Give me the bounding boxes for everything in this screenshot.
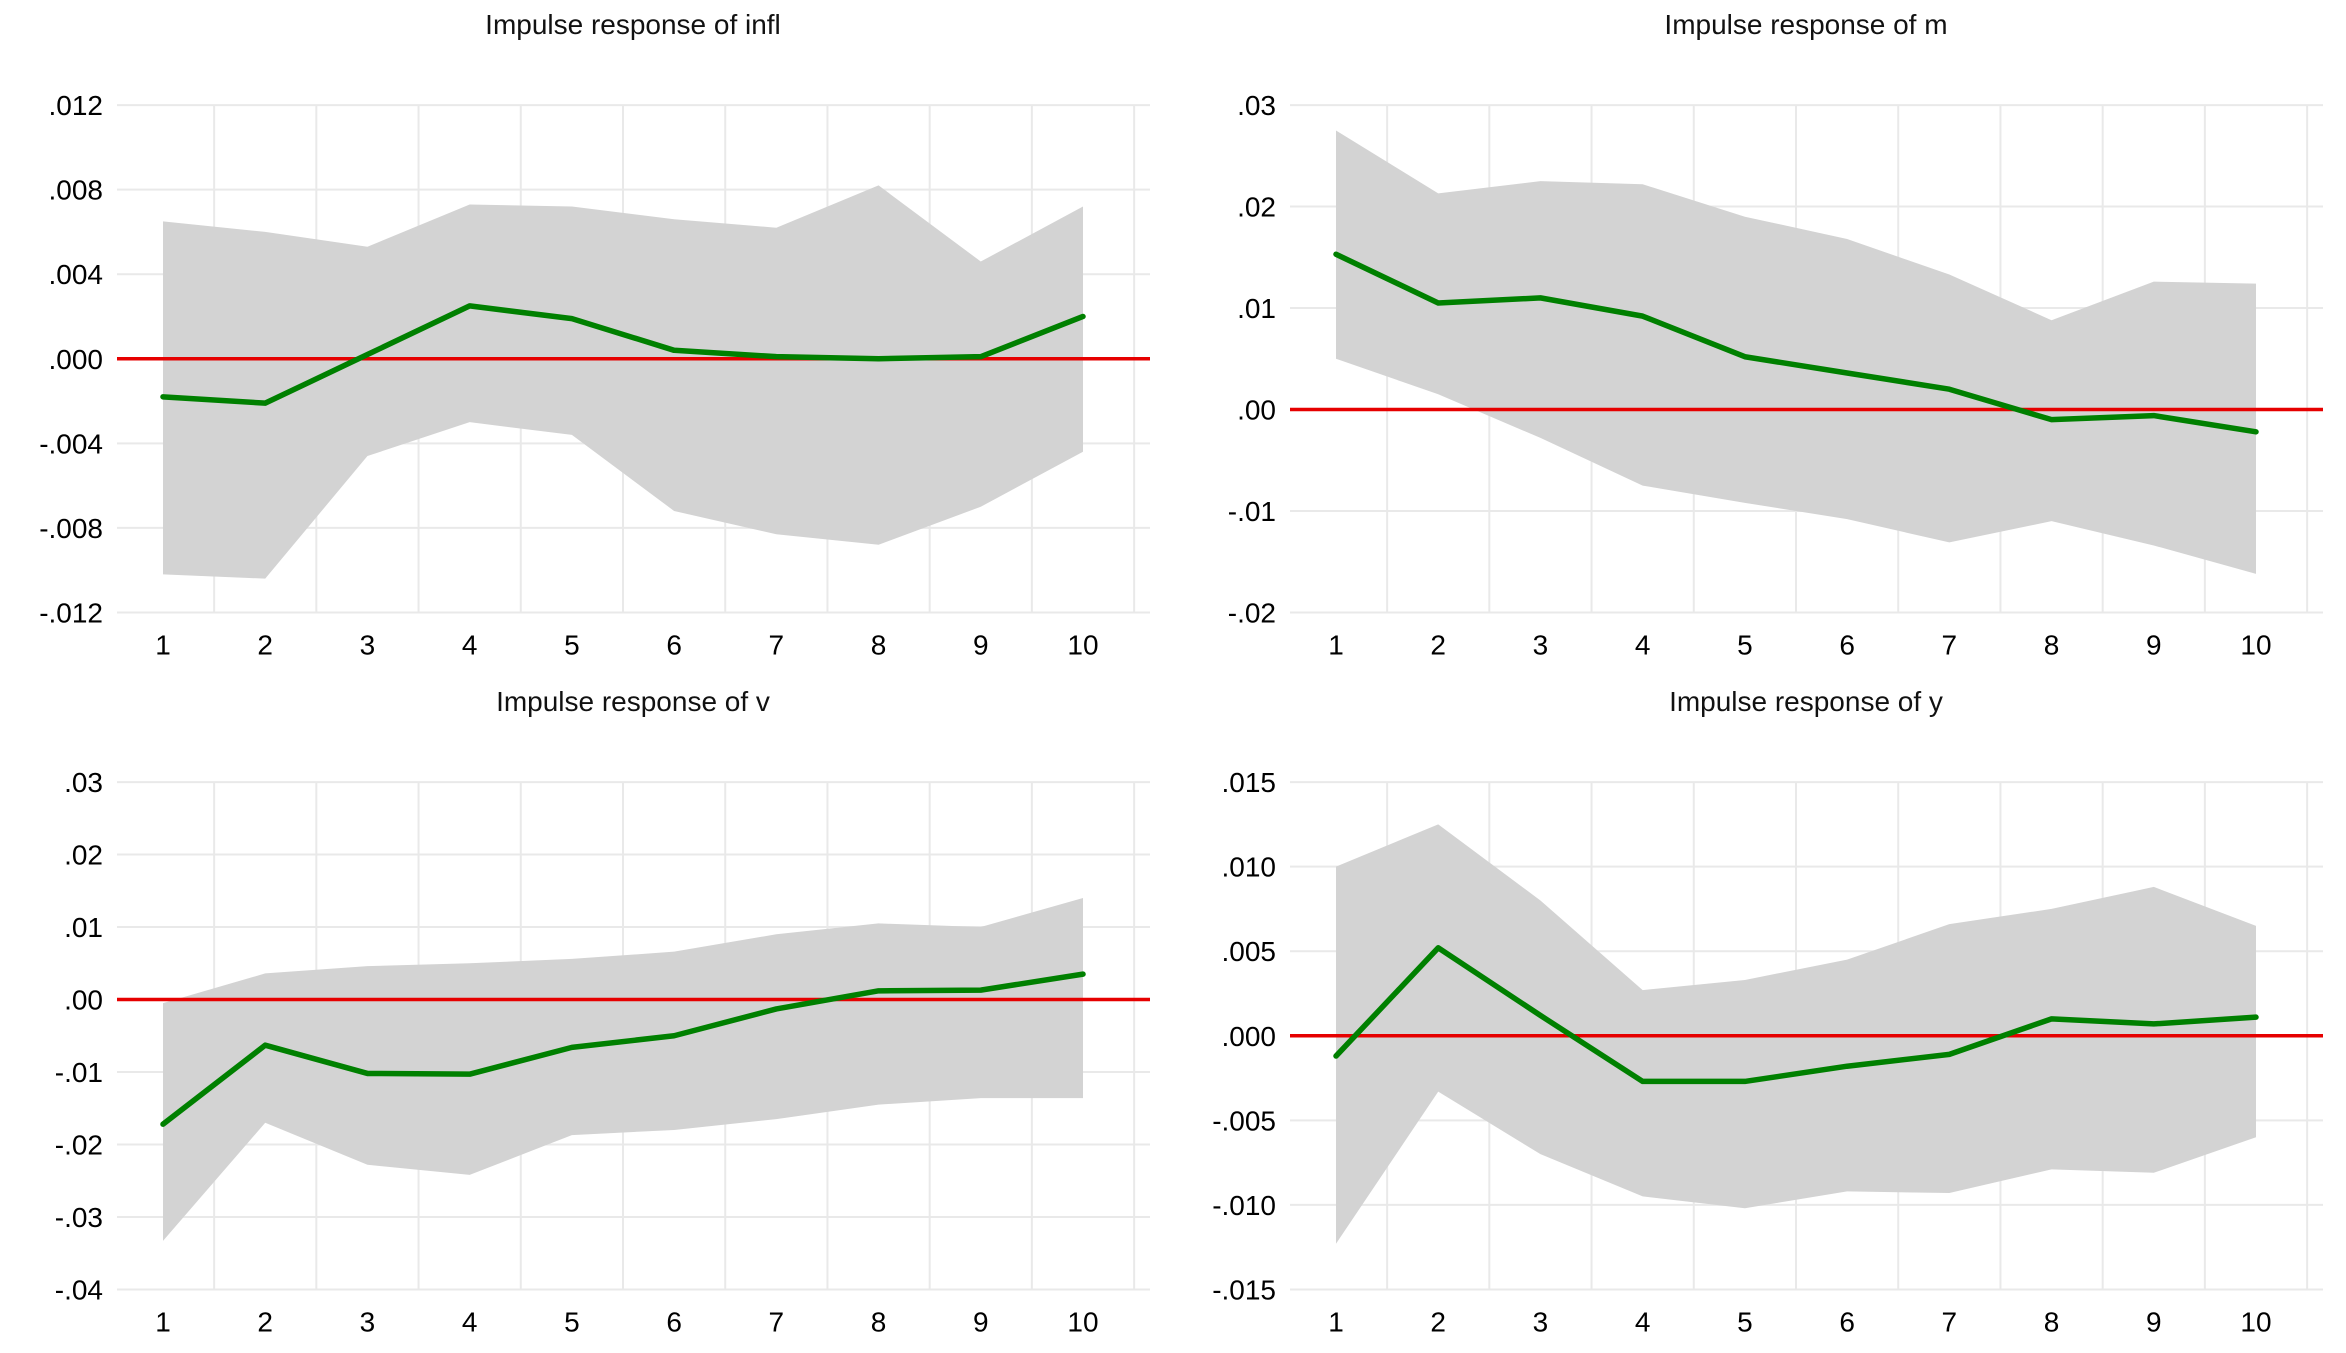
irf-plot-infl: .012 .008 .004 .000 -.004 -.008 -.012 1 2 3 4 5 6 7 8 9… [39,9,1150,660]
y-tick-label: .00 [1237,395,1276,426]
x-tick-label: 1 [1328,629,1344,660]
irf-line [160,970,1086,1127]
x-tick-label: 3 [360,1306,376,1337]
confidence-band [1336,130,2256,574]
y-tick-label: .000 [49,344,103,375]
y-tick-label: -.01 [55,1057,103,1088]
x-tick-label: 4 [462,629,478,660]
x-tick-label: 7 [1942,629,1958,660]
y-tick-label: -.03 [55,1201,103,1232]
irf-plot-m: .03 .02 .01 .00 -.01 -.02 1 2 3 4 5 6 7 8 9 10 Impulse r… [1228,9,2323,660]
x-tick-label: 1 [1328,1306,1344,1337]
chart-title: Impulse response of m [1664,9,1947,40]
y-tick-label: -.004 [39,428,103,459]
x-tick-label: 2 [257,629,273,660]
x-tick-label: 3 [360,629,376,660]
y-tick-label: .012 [49,90,103,121]
y-tick-label: -.01 [1228,496,1276,527]
x-tick-label: 9 [2146,629,2162,660]
x-tick-label: 2 [1430,1306,1446,1337]
y-tick-label: .004 [49,259,103,290]
irf-chart-infl: .012 .008 .004 .000 -.004 -.008 -.012 1 2 3 4 5 6 7 8 9… [0,0,1173,677]
y-tick-label: -.04 [55,1274,103,1305]
irf-line [160,303,1086,406]
x-tick-label: 1 [155,629,171,660]
x-tick-label: 9 [2146,1306,2162,1337]
x-tick-label: 4 [1635,629,1651,660]
irf-chart-v: .03 .02 .01 .00 -.01 -.02 -.03 -.04 1 2 3 4 5 6 7 8 9 10 I… [0,677,1173,1353]
x-tick-label: 3 [1533,1306,1549,1337]
y-tick-label: .010 [1222,851,1276,882]
y-tick-label: .015 [1222,767,1276,798]
y-tick-label: .01 [64,912,103,943]
x-tick-label: 1 [155,1306,171,1337]
x-tick-label: 9 [973,629,989,660]
irf-chart-y: .015 .010 .005 .000 -.005 -.010 -.015 1 2 3 4 5 6 7 8 9… [1173,677,2346,1353]
y-tick-label: .000 [1222,1020,1276,1051]
y-tick-label: .008 [49,175,103,206]
irf-line [1333,251,2259,435]
x-tick-label: 8 [871,629,887,660]
x-tick-label: 7 [1942,1306,1958,1337]
y-tick-label: .005 [1222,936,1276,967]
irf-line [1333,944,2259,1084]
y-tick-label: .02 [64,839,103,870]
x-tick-label: 5 [1737,629,1753,660]
x-tick-label: 3 [1533,629,1549,660]
x-tick-label: 7 [769,629,785,660]
confidence-band [163,897,1083,1241]
x-tick-label: 8 [2044,629,2060,660]
x-tick-label: 10 [2240,1306,2271,1337]
chart-title: Impulse response of y [1669,686,1943,717]
x-tick-label: 10 [1067,629,1098,660]
chart-title: Impulse response of infl [485,9,781,40]
x-tick-label: 9 [973,1306,989,1337]
x-tick-label: 4 [1635,1306,1651,1337]
x-tick-label: 8 [2044,1306,2060,1337]
x-tick-label: 2 [1430,629,1446,660]
y-tick-label: -.008 [39,513,103,544]
x-tick-label: 5 [564,629,580,660]
x-tick-label: 10 [2240,629,2271,660]
x-tick-label: 6 [666,1306,682,1337]
x-tick-label: 7 [769,1306,785,1337]
y-tick-label: -.015 [1212,1274,1276,1305]
y-tick-label: .02 [1237,192,1276,223]
y-tick-label: -.02 [55,1129,103,1160]
x-tick-label: 5 [1737,1306,1753,1337]
y-tick-label: .03 [1237,90,1276,121]
y-tick-label: .00 [64,984,103,1015]
irf-plot-y: .015 .010 .005 .000 -.005 -.010 -.015 1 2 3 4 5 6 7 8 9… [1212,686,2323,1337]
x-tick-label: 4 [462,1306,478,1337]
x-tick-label: 10 [1067,1306,1098,1337]
x-tick-label: 6 [1839,1306,1855,1337]
confidence-band [163,185,1083,579]
x-tick-label: 2 [257,1306,273,1337]
x-tick-label: 6 [666,629,682,660]
y-tick-label: .03 [64,767,103,798]
x-tick-label: 5 [564,1306,580,1337]
y-tick-label: -.02 [1228,597,1276,628]
irf-chart-m: .03 .02 .01 .00 -.01 -.02 1 2 3 4 5 6 7 8 9 10 Impulse r… [1173,0,2346,677]
irf-plot-v: .03 .02 .01 .00 -.01 -.02 -.03 -.04 1 2 3 4 5 6 7 8 9 10 I… [55,686,1150,1337]
y-tick-label: .01 [1237,293,1276,324]
chart-title: Impulse response of v [496,686,770,717]
x-tick-label: 6 [1839,629,1855,660]
y-tick-label: -.010 [1212,1189,1276,1220]
y-tick-label: -.005 [1212,1105,1276,1136]
x-tick-label: 8 [871,1306,887,1337]
y-tick-label: -.012 [39,597,103,628]
